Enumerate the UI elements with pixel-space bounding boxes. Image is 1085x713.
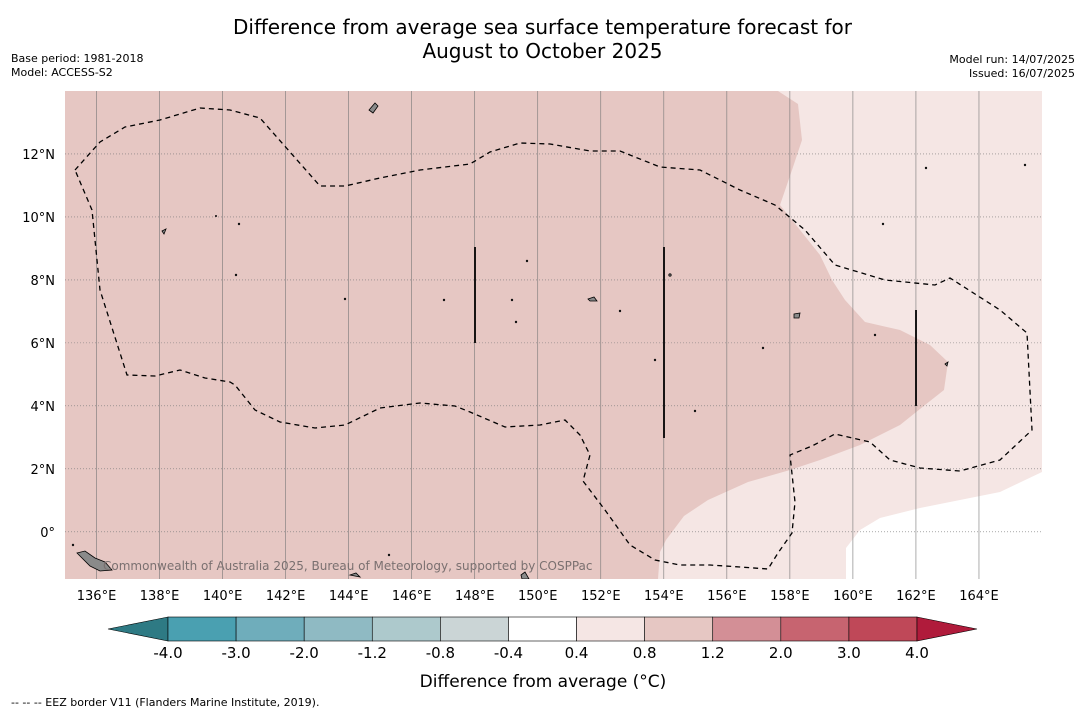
colorbar-tick-label: 4.0 [905, 644, 929, 662]
colorbar-extend-low [107, 616, 169, 642]
lon-tick-label: 150°E [518, 589, 558, 604]
island [587, 296, 598, 302]
island [510, 298, 514, 302]
island [761, 346, 765, 350]
colorbar-segment [848, 616, 918, 642]
lat-tick-label: 6°N [31, 337, 56, 352]
lat-tick-label: 2°N [31, 463, 56, 478]
colorbar-segment [371, 616, 441, 642]
colorbar-segment [644, 616, 714, 642]
lon-tick-label: 160°E [833, 589, 873, 604]
lon-tick-label: 140°E [203, 589, 243, 604]
island [653, 358, 657, 362]
lon-tick-label: 158°E [770, 589, 810, 604]
model-run: Model run: 14/07/2025 [949, 53, 1075, 66]
island [873, 333, 877, 337]
island [343, 297, 347, 301]
colorbar-extend-high [916, 616, 978, 642]
eez-footnote: -- -- -- EEZ border V11 (Flanders Marine… [11, 696, 320, 709]
island [520, 571, 530, 579]
lat-tick-label: 4°N [31, 400, 56, 415]
island [924, 166, 928, 170]
island [76, 550, 113, 572]
island [793, 312, 801, 319]
colorbar-tick-label: -4.0 [153, 644, 182, 662]
lon-tick-label: 154°E [644, 589, 684, 604]
meta-left: Base period: 1981-2018 Model: ACCESS-S2 [11, 52, 143, 80]
colorbar-tick-label: 3.0 [837, 644, 861, 662]
lon-tick-label: 138°E [140, 589, 180, 604]
island [1023, 163, 1027, 167]
colorbar-tick-label: 2.0 [769, 644, 793, 662]
colorbar-title: Difference from average (°C) [420, 672, 667, 692]
base-period: Base period: 1981-2018 [11, 52, 144, 65]
colorbar-segment [712, 616, 782, 642]
lon-tick-label: 142°E [266, 589, 306, 604]
colorbar-tick-label: 0.4 [565, 644, 589, 662]
lon-tick-label: 152°E [581, 589, 621, 604]
island [71, 543, 75, 547]
lon-tick-label: 156°E [707, 589, 747, 604]
colorbar-tick-label: -1.2 [358, 644, 387, 662]
island [944, 361, 949, 367]
lon-tick-label: 148°E [455, 589, 495, 604]
island [442, 298, 446, 302]
colorbar-segment [508, 616, 577, 642]
island [161, 228, 167, 235]
model-name: Model: ACCESS-S2 [11, 66, 113, 79]
colorbar-segment [303, 616, 373, 642]
island [214, 214, 217, 217]
colorbar-segment [235, 616, 305, 642]
latitude-labels: 12°N 10°N 8°N 6°N 4°N 2°N 0° [22, 148, 55, 541]
colorbar-tick-label: -0.8 [426, 644, 455, 662]
lat-tick-label: 12°N [22, 148, 55, 163]
island [237, 222, 241, 226]
title-line-1: Difference from average sea surface temp… [232, 15, 852, 39]
anomaly-area-neutral [846, 472, 1042, 579]
island [387, 553, 391, 557]
island [618, 309, 622, 313]
map-credit: Commonwealth of Australia 2025, Bureau o… [103, 559, 593, 573]
lon-tick-label: 164°E [959, 589, 999, 604]
longitude-labels: 136°E 138°E 140°E 142°E 144°E 146°E 148°E 150°E… [77, 589, 999, 604]
island [514, 320, 518, 324]
colorbar-segment [167, 616, 237, 642]
issued-date: Issued: 16/07/2025 [968, 67, 1075, 80]
map-title: Difference from average sea surface temp… [0, 15, 1085, 63]
colorbar-tick-label: 1.2 [701, 644, 725, 662]
colorbar [107, 616, 978, 642]
colorbar-tick-label: -0.4 [494, 644, 523, 662]
island [348, 572, 362, 578]
colorbar-segment [576, 616, 645, 642]
lat-tick-label: 10°N [22, 211, 55, 226]
gridlines [65, 91, 1042, 579]
lat-tick-label: 8°N [31, 274, 56, 289]
island [881, 222, 885, 226]
lon-tick-label: 146°E [392, 589, 432, 604]
map-area: Commonwealth of Australia 2025, Bureau o… [65, 91, 1042, 579]
colorbar-tick-label: -3.0 [221, 644, 250, 662]
eez-solid-segments [474, 247, 917, 438]
meta-right: Model run: 14/07/2025 Issued: 16/07/2025 [949, 53, 1075, 81]
colorbar-labels: -4.0 -3.0 -2.0 -1.2 -0.8 -0.4 0.4 0.8 1.2 2.0 3.0 4… [153, 644, 929, 662]
colorbar-tick-label: -2.0 [290, 644, 319, 662]
island [368, 102, 379, 114]
colorbar-segment [440, 616, 509, 642]
island [668, 273, 672, 277]
island [525, 259, 529, 263]
lon-tick-label: 162°E [896, 589, 936, 604]
land-features [71, 102, 1027, 579]
lat-tick-label: 0° [40, 526, 55, 541]
title-line-2: August to October 2025 [422, 39, 663, 63]
colorbar-segment [780, 616, 850, 642]
island [693, 409, 697, 413]
lon-tick-label: 136°E [77, 589, 117, 604]
lon-tick-label: 144°E [329, 589, 369, 604]
colorbar-tick-label: 0.8 [633, 644, 657, 662]
island [234, 273, 238, 277]
